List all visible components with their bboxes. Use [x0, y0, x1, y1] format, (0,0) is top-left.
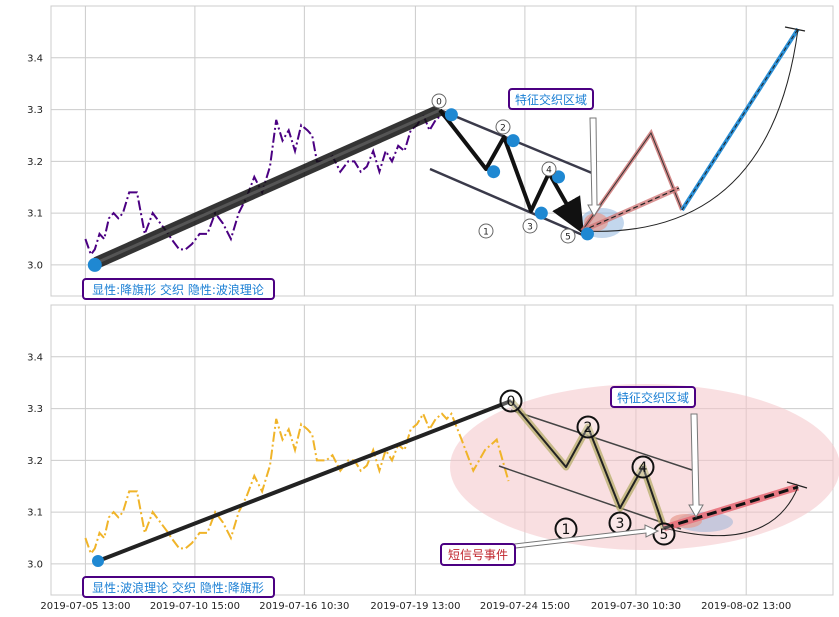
upper-target-line-core — [681, 28, 799, 211]
upper-pattern-box: 显性:降旗形 交织 隐性:波浪理论 — [82, 278, 275, 300]
y-tick-label: 3.3 — [27, 404, 43, 415]
wave-label: 5 — [652, 522, 676, 546]
upper-plot-area — [50, 5, 834, 297]
wave-label: 3 — [608, 511, 632, 535]
svg-text:1: 1 — [562, 522, 571, 538]
x-tick-label: 2019-07-05 13:00 — [40, 601, 130, 612]
svg-text:0: 0 — [507, 394, 516, 410]
y-tick-label: 3.4 — [27, 53, 43, 64]
pivot-point — [506, 134, 520, 148]
lower-short-signal-box: 短信号事件 — [440, 543, 516, 566]
y-tick-label: 3.2 — [27, 456, 43, 467]
y-tick-label: 3.2 — [27, 157, 43, 168]
upper-y-ticks: 3.0 3.1 3.2 3.3 3.4 — [27, 53, 43, 271]
x-tick-label: 2019-07-30 10:30 — [591, 601, 681, 612]
svg-text:0: 0 — [436, 98, 442, 108]
upper-projection-dashed-core — [581, 187, 680, 232]
lower-target-line-core — [663, 485, 799, 530]
lower-pattern-box: 显性:波浪理论 交织 隐性:降旗形 — [82, 576, 275, 598]
svg-text:5: 5 — [660, 527, 669, 543]
svg-text:2: 2 — [584, 420, 593, 436]
y-tick-label: 3.0 — [27, 559, 43, 570]
lower-target-arc — [663, 486, 799, 537]
y-tick-label: 3.1 — [27, 508, 43, 519]
upper-pattern-caption: 显性:降旗形 交织 隐性:波浪理论 — [92, 282, 264, 297]
upper-wave-zigzag — [438, 108, 584, 235]
pivot-point — [552, 170, 566, 184]
lower-feature-box: 特征交织区域 — [610, 386, 696, 408]
lower-y-ticks: 3.0 3.1 3.2 3.3 3.4 — [27, 352, 43, 570]
lower-price-line — [84, 411, 510, 556]
svg-text:4: 4 — [546, 166, 552, 176]
upper-target-cap — [784, 26, 806, 32]
wave-label: 4 — [541, 161, 557, 177]
upper-feature-caption: 特征交织区域 — [515, 92, 587, 107]
wave-label: 1 — [478, 223, 494, 239]
y-tick-label: 3.4 — [27, 352, 43, 363]
pivot-point — [534, 206, 548, 220]
pivot-point — [87, 257, 102, 272]
upper-feature-box: 特征交织区域 — [508, 88, 594, 110]
svg-text:3: 3 — [527, 223, 533, 233]
lower-channel-bottom — [498, 465, 682, 530]
lower-short-signal-caption: 短信号事件 — [448, 548, 508, 562]
wave-label: 0 — [499, 389, 523, 413]
x-tick-label: 2019-07-10 15:00 — [150, 601, 240, 612]
wave-label: 2 — [576, 415, 600, 439]
y-tick-label: 3.3 — [27, 105, 43, 116]
pivot-point — [487, 165, 501, 179]
upper-projection-zigzag-core — [581, 131, 683, 232]
wave-label: 0 — [431, 93, 447, 109]
lower-feature-arrow — [688, 413, 704, 518]
lower-target-cap — [786, 481, 808, 489]
lower-short-signal-arrow — [496, 524, 660, 551]
lower-wave-labels: 0 1 2 3 4 5 — [499, 389, 676, 546]
pivot-point — [580, 227, 594, 241]
svg-text:1: 1 — [483, 228, 489, 238]
lower-x-ticks: 2019-07-05 13:00 2019-07-10 15:00 2019-07-… — [40, 601, 791, 612]
upper-price-line — [84, 112, 453, 257]
lower-panel: 3.03.13.23.33.4 2019-07-05 13:00 2019-07-… — [27, 304, 839, 612]
x-tick-label: 2019-07-16 10:30 — [259, 601, 349, 612]
wave-label: 3 — [522, 218, 538, 234]
svg-text:5: 5 — [565, 233, 571, 243]
lower-impulse-line — [97, 399, 512, 563]
lower-feature-caption: 特征交织区域 — [617, 390, 689, 405]
wave-label: 1 — [554, 517, 578, 541]
lower-channel-top — [510, 409, 693, 471]
svg-text:4: 4 — [639, 460, 648, 476]
lower-pivot-start — [92, 555, 104, 567]
x-tick-label: 2019-08-02 13:00 — [701, 601, 791, 612]
wave-label: 5 — [560, 228, 576, 244]
wave-label: 2 — [495, 119, 511, 135]
upper-impulse-core — [95, 108, 441, 265]
pivot-point — [444, 108, 458, 122]
upper-target-arc — [581, 28, 799, 232]
y-tick-label: 3.1 — [27, 209, 43, 220]
y-tick-label: 3.0 — [27, 260, 43, 271]
x-tick-label: 2019-07-24 15:00 — [480, 601, 570, 612]
wave-label: 4 — [631, 455, 655, 479]
x-tick-label: 2019-07-19 13:00 — [370, 601, 460, 612]
lower-pattern-caption: 显性:波浪理论 交织 隐性:降旗形 — [92, 580, 264, 595]
upper-feature-arrow — [587, 117, 602, 217]
upper-pivots — [87, 108, 594, 272]
svg-text:3: 3 — [616, 516, 625, 532]
upper-wave-labels: 0 1 2 3 4 5 — [431, 93, 576, 244]
svg-text:2: 2 — [500, 124, 506, 134]
